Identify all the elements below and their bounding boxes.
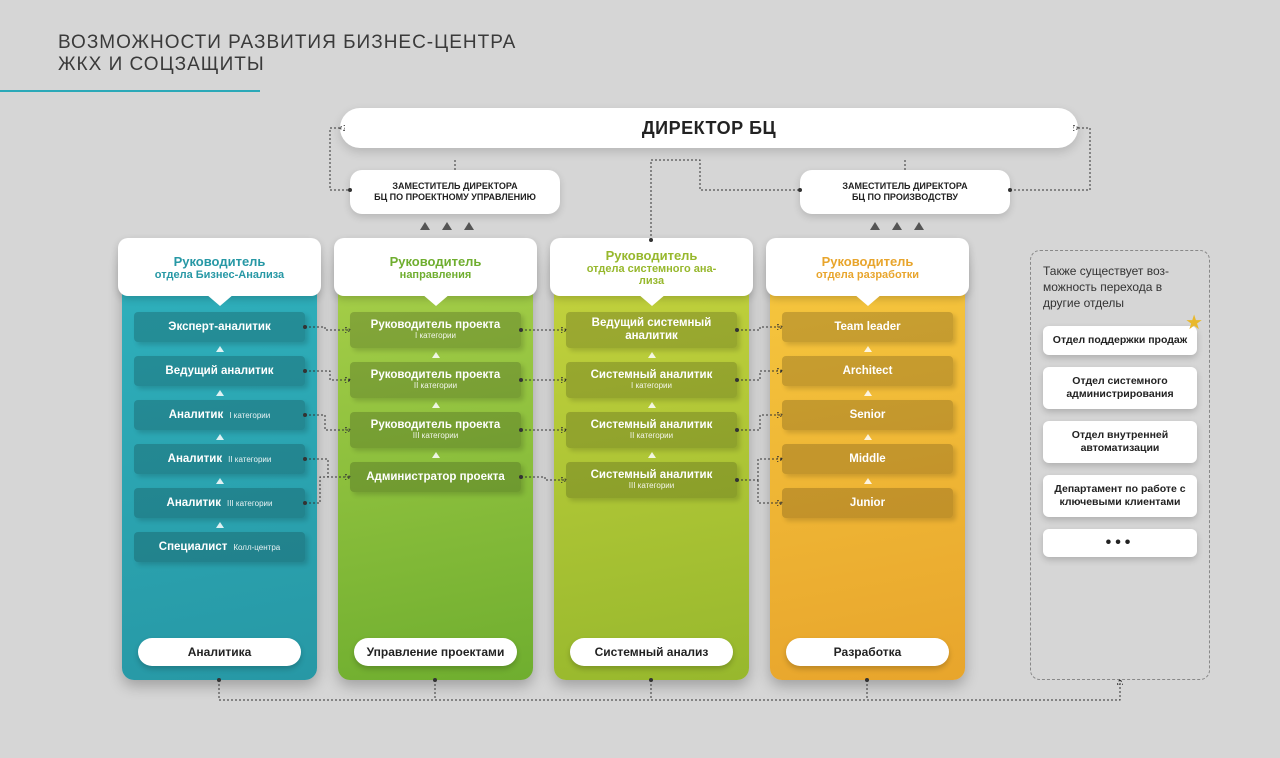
side-item-more: ••• bbox=[1043, 529, 1197, 557]
col3-item-1: Системный аналитикI категории bbox=[566, 362, 737, 398]
col1-item-4: АналитикIII категории bbox=[134, 488, 305, 518]
col2-item-3: Администратор проекта bbox=[350, 462, 521, 492]
page-title: ВОЗМОЖНОСТИ РАЗВИТИЯ БИЗНЕС-ЦЕНТРА ЖКХ И… bbox=[58, 32, 516, 76]
deputy-pm-line2: БЦ ПО ПРОЕКТНОМУ УПРАВЛЕНИЮ bbox=[350, 192, 560, 203]
deputy-prod-line2: БЦ ПО ПРОИЗВОДСТВУ bbox=[800, 192, 1010, 203]
column-dev: Руководитель отдела разработки Team lead… bbox=[770, 250, 965, 680]
col1-item-1: Ведущий аналитик bbox=[134, 356, 305, 386]
col2-head-2: направления bbox=[400, 269, 472, 281]
col4-item-0: Team leader bbox=[782, 312, 953, 342]
side-item-1: Отдел системного администрирования bbox=[1043, 367, 1197, 409]
side-panel: Также существует воз- можность перехода … bbox=[1030, 250, 1210, 680]
column-sys-head: Руководитель отдела системного ана- лиза bbox=[550, 238, 753, 296]
col4-items: Team leader Architect Senior Middle Juni… bbox=[782, 312, 953, 518]
deputy-pm: ЗАМЕСТИТЕЛЬ ДИРЕКТОРА БЦ ПО ПРОЕКТНОМУ У… bbox=[350, 170, 560, 214]
col1-item-0: Эксперт-аналитик bbox=[134, 312, 305, 342]
col2-footer: Управление проектами bbox=[354, 638, 517, 666]
side-text: Также существует воз- можность перехода … bbox=[1043, 263, 1197, 312]
deputy-prod-line1: ЗАМЕСТИТЕЛЬ ДИРЕКТОРА bbox=[800, 181, 1010, 192]
column-dev-head: Руководитель отдела разработки bbox=[766, 238, 969, 296]
col3-head-3: лиза bbox=[639, 275, 664, 287]
col2-head-1: Руководитель bbox=[390, 254, 482, 269]
col4-head-1: Руководитель bbox=[822, 254, 914, 269]
col1-item-3: АналитикII категории bbox=[134, 444, 305, 474]
deputy-prod: ЗАМЕСТИТЕЛЬ ДИРЕКТОРА БЦ ПО ПРОИЗВОДСТВУ bbox=[800, 170, 1010, 214]
col2-item-1: Руководитель проектаII категории bbox=[350, 362, 521, 398]
col2-items: Руководитель проектаI категории Руководи… bbox=[350, 312, 521, 492]
col3-item-2: Системный аналитикII категории bbox=[566, 412, 737, 448]
title-line-2: ЖКХ И СОЦЗАЩИТЫ bbox=[58, 54, 516, 76]
column-analytics: Руководитель отдела Бизнес-Анализа Экспе… bbox=[122, 250, 317, 680]
col1-head-1: Руководитель bbox=[174, 254, 266, 269]
side-item-0: Отдел поддержки продаж bbox=[1043, 326, 1197, 355]
director-box: ДИРЕКТОР БЦ bbox=[340, 108, 1078, 148]
col3-items: Ведущий системный аналитик Системный ана… bbox=[566, 312, 737, 498]
col4-item-3: Middle bbox=[782, 444, 953, 474]
column-pm: Руководитель направления Руководитель пр… bbox=[338, 250, 533, 680]
col2-item-2: Руководитель проектаIII категории bbox=[350, 412, 521, 448]
col1-head-2: отдела Бизнес-Анализа bbox=[155, 269, 284, 281]
deputy-left-arrows bbox=[420, 222, 474, 230]
col4-item-1: Architect bbox=[782, 356, 953, 386]
column-analytics-head: Руководитель отдела Бизнес-Анализа bbox=[118, 238, 321, 296]
col1-footer: Аналитика bbox=[138, 638, 301, 666]
col3-item-0: Ведущий системный аналитик bbox=[566, 312, 737, 348]
col3-head-1: Руководитель bbox=[606, 248, 698, 263]
col4-footer: Разработка bbox=[786, 638, 949, 666]
col2-item-0: Руководитель проектаI категории bbox=[350, 312, 521, 348]
side-items: ★ Отдел поддержки продаж Отдел системног… bbox=[1043, 326, 1197, 558]
col1-items: Эксперт-аналитик Ведущий аналитик Аналит… bbox=[134, 312, 305, 562]
side-item-2: Отдел внутренней автоматизации bbox=[1043, 421, 1197, 463]
col3-item-3: Системный аналитикIII категории bbox=[566, 462, 737, 498]
col3-head-2: отдела системного ана- bbox=[587, 263, 717, 275]
col3-footer: Системный анализ bbox=[570, 638, 733, 666]
col4-item-4: Junior bbox=[782, 488, 953, 518]
col4-item-2: Senior bbox=[782, 400, 953, 430]
title-underline bbox=[0, 90, 260, 92]
column-sys: Руководитель отдела системного ана- лиза… bbox=[554, 250, 749, 680]
deputy-pm-line1: ЗАМЕСТИТЕЛЬ ДИРЕКТОРА bbox=[350, 181, 560, 192]
deputy-right-arrows bbox=[870, 222, 924, 230]
title-line-1: ВОЗМОЖНОСТИ РАЗВИТИЯ БИЗНЕС-ЦЕНТРА bbox=[58, 32, 516, 54]
side-item-3: Департамент по работе с ключевыми клиент… bbox=[1043, 475, 1197, 517]
org-chart-page: ВОЗМОЖНОСТИ РАЗВИТИЯ БИЗНЕС-ЦЕНТРА ЖКХ И… bbox=[0, 0, 1280, 758]
col4-head-2: отдела разработки bbox=[816, 269, 919, 281]
col1-item-2: АналитикI категории bbox=[134, 400, 305, 430]
star-icon: ★ bbox=[1185, 310, 1203, 335]
col1-item-5: СпециалистКолл-центра bbox=[134, 532, 305, 562]
column-pm-head: Руководитель направления bbox=[334, 238, 537, 296]
